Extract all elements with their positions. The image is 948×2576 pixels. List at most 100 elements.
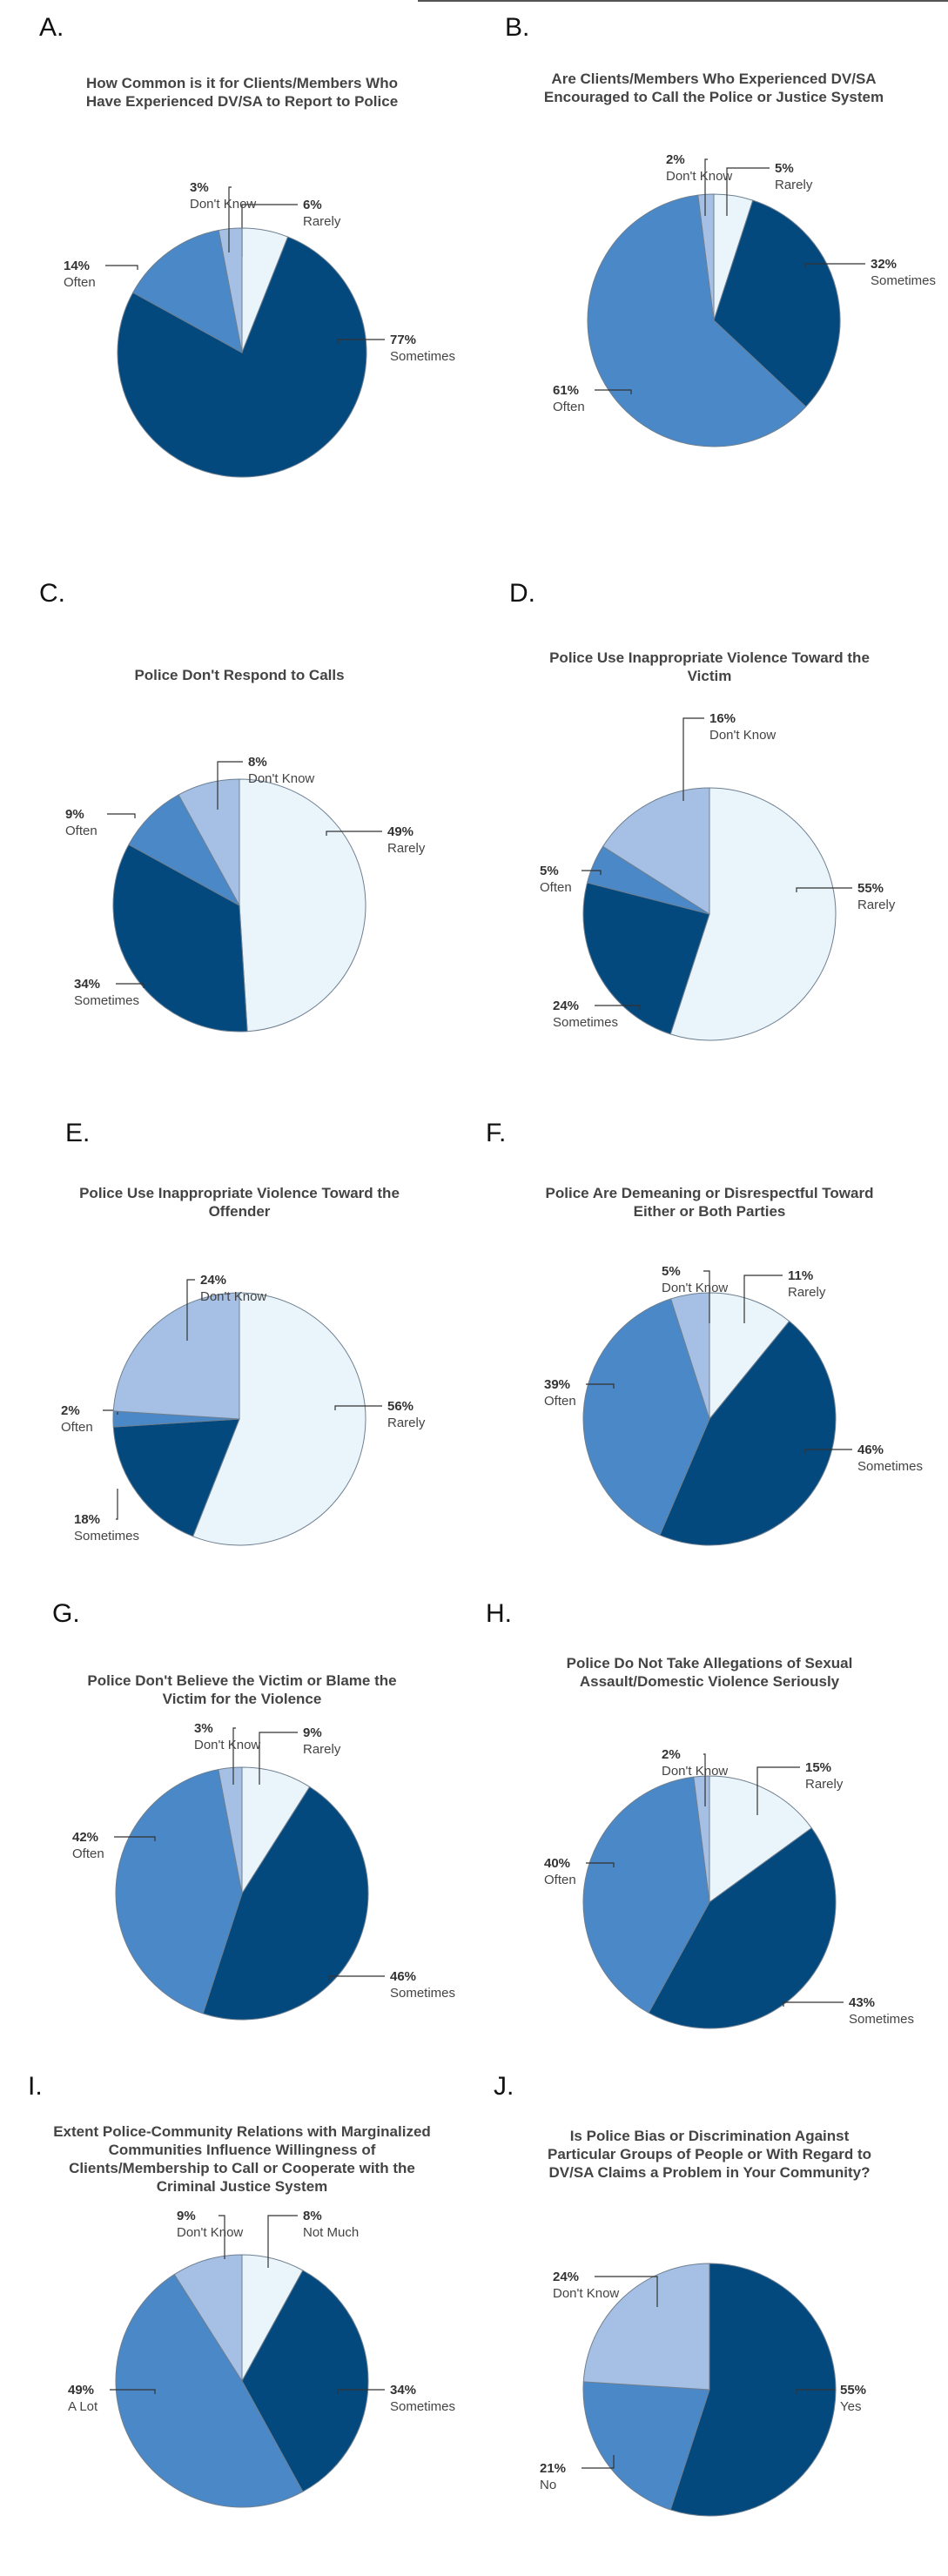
slice-percent-label: 9%: [177, 2209, 196, 2223]
slice-category-label: Often: [72, 1846, 104, 1861]
pie-slice-sometimes: [241, 2270, 369, 2492]
panel-letter: E.: [65, 1119, 91, 1147]
leader-line: [328, 1975, 385, 1981]
slice-category-label: Don't Know: [248, 771, 314, 786]
pie-e: 56% Rarely 18% Sometimes 2% Often 24%Don't Kno…: [61, 1273, 426, 1546]
pie-slice-rarely: [709, 1775, 813, 1903]
slice-percent-label: 56%: [387, 1399, 413, 1414]
slice-percent-label: 2%: [666, 152, 685, 167]
slice-category-label: Don't Know: [194, 1738, 260, 1752]
pie-slice-no: [582, 2381, 710, 2511]
leader-line: [326, 831, 382, 836]
pie-slice-rarely: [192, 1292, 366, 1546]
slice-percent-label: 6%: [303, 198, 322, 212]
panel-letter: F.: [486, 1119, 507, 1147]
leader-line: [804, 1449, 852, 1454]
slice-category-label: Rarely: [788, 1285, 826, 1300]
pie-slice-don-t-know: [112, 1292, 240, 1420]
pie-d: 55% Rarely 24% Sometimes 5% Often 16% Don't Kno…: [540, 711, 896, 1041]
leader-line: [110, 2389, 156, 2394]
pie-slice-don-t-know: [693, 1775, 710, 1903]
chart-title: Police Are Demeaning or Disrespectful To…: [545, 1185, 874, 1220]
panel-letter: B.: [505, 13, 530, 42]
slice-percent-label: 32%: [871, 257, 897, 272]
chart-title: How Common is it for Clients/Members Who…: [85, 75, 399, 110]
slice-category-label: Sometimes: [857, 1459, 923, 1474]
slice-percent-label: 43%: [849, 1995, 875, 2010]
pie-slice-don-t-know: [173, 2254, 243, 2383]
pie-slice-often: [132, 229, 243, 353]
leader-line: [105, 265, 138, 270]
slice-category-label: Don't Know: [666, 169, 732, 184]
slice-percent-label: 34%: [390, 2383, 416, 2398]
slice-category-label: Often: [61, 1420, 93, 1435]
pie-slice-don-t-know: [178, 778, 240, 906]
pie-slice-sometimes: [582, 882, 710, 1035]
slice-category-label: Sometimes: [390, 349, 455, 364]
leader-line: [186, 1279, 195, 1341]
slice-category-label: Often: [553, 400, 585, 414]
pie-c: 49% Rarely 34%Sometimes 9% Often 8%Don't Know: [65, 755, 426, 1032]
slice-percent-label: 24%: [553, 2270, 579, 2284]
panel-letter: G.: [52, 1599, 80, 1628]
pie-slice-sometimes: [713, 199, 841, 407]
leader-line: [116, 1489, 118, 1520]
pie-f: 11% Rarely 46% Sometimes 39% Often 5% Don't Kno…: [544, 1264, 923, 1546]
slice-percent-label: 49%: [387, 824, 413, 839]
slice-percent-label: 3%: [190, 180, 209, 195]
leader-line: [337, 339, 385, 344]
chart-title: Police Don't Believe the Victim or Blame…: [87, 1672, 397, 1707]
slice-percent-label: 34%: [74, 977, 100, 992]
slice-category-label: Sometimes: [871, 273, 936, 288]
pie-slice-sometimes: [648, 1827, 837, 2029]
slice-percent-label: 5%: [775, 161, 794, 176]
slice-category-label: Sometimes: [553, 1015, 618, 1030]
slice-category-label: Sometimes: [390, 1986, 455, 2001]
slice-percent-label: 42%: [72, 1830, 98, 1845]
leader-line: [586, 1862, 615, 1867]
leader-line: [743, 1275, 783, 1323]
slice-category-label: Don't Know: [709, 728, 776, 743]
leader-line: [582, 870, 602, 875]
slice-percent-label: 24%: [553, 999, 579, 1013]
slice-category-label: Rarely: [303, 1742, 341, 1757]
slice-percent-label: 11%: [788, 1268, 813, 1283]
slice-category-label: Often: [544, 1394, 576, 1409]
slice-percent-label: 2%: [662, 1747, 681, 1762]
pie-slice-often: [587, 194, 807, 447]
pie-j: 55%Yes 21% No 24% Don't Know: [540, 2263, 866, 2517]
slice-category-label: Don't Know: [662, 1764, 728, 1779]
slice-category-label: Sometimes: [74, 1529, 139, 1544]
leader-line: [704, 158, 708, 216]
pie-h: 15% Rarely 43% Sometimes 40% Often 2% Don't Kno…: [544, 1747, 914, 2029]
leader-line: [726, 167, 770, 216]
slice-category-label: Rarely: [303, 214, 341, 229]
leader-line: [267, 2215, 298, 2268]
chart-title: Police Use Inappropriate Violence Toward…: [79, 1185, 400, 1220]
leader-line: [595, 1005, 641, 1010]
leader-line: [804, 263, 865, 268]
slice-percent-label: 55%: [840, 2383, 866, 2398]
pie-slice-yes: [669, 2263, 837, 2517]
leader-line: [796, 887, 852, 892]
slice-percent-label: 46%: [390, 1969, 416, 1984]
pie-slice-don-t-know: [602, 787, 710, 915]
pie-slice-rarely: [709, 1292, 790, 1421]
slice-category-label: Sometimes: [849, 2012, 914, 2027]
slice-category-label: Not Much: [303, 2225, 359, 2240]
leader-line: [796, 2389, 835, 2394]
panel-letter: C.: [39, 579, 65, 608]
leader-line: [259, 1732, 298, 1785]
leader-line: [595, 389, 632, 394]
chart-title: Police Use Inappropriate Violence Toward…: [549, 649, 870, 684]
slice-percent-label: 61%: [553, 383, 579, 398]
slice-category-label: Don't Know: [190, 197, 256, 212]
panel-letter: D.: [509, 579, 535, 608]
slice-category-label: Rarely: [387, 841, 426, 856]
pie-slice-a-lot: [115, 2273, 304, 2508]
chart-title: Police Do Not Take Allegations of Sexual…: [566, 1655, 853, 1690]
pie-g: 9% Rarely 46% Sometimes 42%Often 3% Don't Know: [72, 1721, 455, 2021]
slice-category-label: Don't Know: [662, 1281, 728, 1295]
leader-line: [756, 1766, 800, 1815]
